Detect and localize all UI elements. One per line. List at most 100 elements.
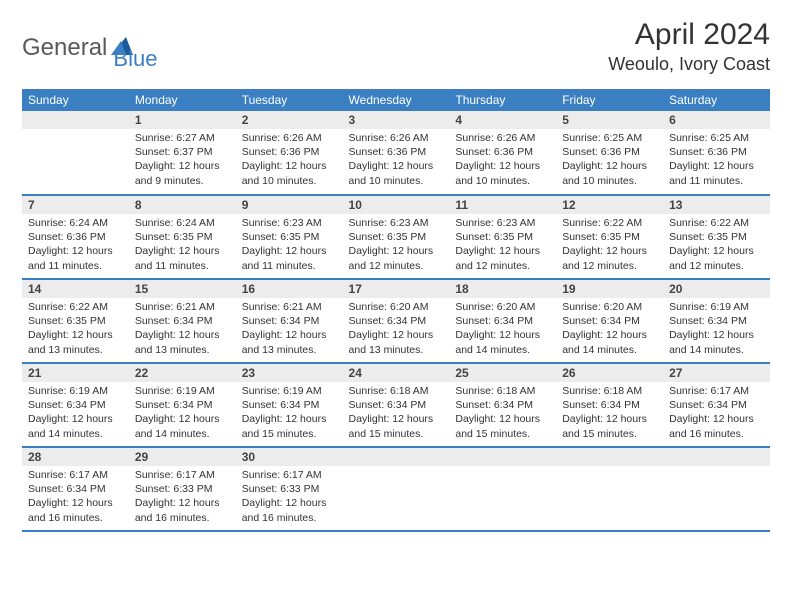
day-details: Sunrise: 6:18 AMSunset: 6:34 PMDaylight:… [449,382,556,445]
calendar-day-cell: 27Sunrise: 6:17 AMSunset: 6:34 PMDayligh… [663,363,770,447]
day-number: 24 [343,364,450,382]
day-details: Sunrise: 6:25 AMSunset: 6:36 PMDaylight:… [556,129,663,192]
day-number: 3 [343,111,450,129]
day-number [556,448,663,466]
day-details: Sunrise: 6:17 AMSunset: 6:33 PMDaylight:… [236,466,343,529]
day-details: Sunrise: 6:22 AMSunset: 6:35 PMDaylight:… [556,214,663,277]
calendar-week-row: 7Sunrise: 6:24 AMSunset: 6:36 PMDaylight… [22,195,770,279]
calendar-day-cell: 3Sunrise: 6:26 AMSunset: 6:36 PMDaylight… [343,111,450,195]
brand-logo: General Blue [22,18,157,72]
calendar-day-cell [556,447,663,531]
calendar-day-cell: 19Sunrise: 6:20 AMSunset: 6:34 PMDayligh… [556,279,663,363]
day-number: 9 [236,196,343,214]
calendar-day-cell: 28Sunrise: 6:17 AMSunset: 6:34 PMDayligh… [22,447,129,531]
calendar-day-cell: 17Sunrise: 6:20 AMSunset: 6:34 PMDayligh… [343,279,450,363]
day-details: Sunrise: 6:21 AMSunset: 6:34 PMDaylight:… [236,298,343,361]
calendar-week-row: 14Sunrise: 6:22 AMSunset: 6:35 PMDayligh… [22,279,770,363]
day-number: 14 [22,280,129,298]
day-details: Sunrise: 6:24 AMSunset: 6:35 PMDaylight:… [129,214,236,277]
day-number: 16 [236,280,343,298]
day-number [449,448,556,466]
calendar-day-cell: 1Sunrise: 6:27 AMSunset: 6:37 PMDaylight… [129,111,236,195]
day-details: Sunrise: 6:23 AMSunset: 6:35 PMDaylight:… [343,214,450,277]
day-details: Sunrise: 6:17 AMSunset: 6:34 PMDaylight:… [663,382,770,445]
calendar-day-cell [343,447,450,531]
day-details: Sunrise: 6:19 AMSunset: 6:34 PMDaylight:… [22,382,129,445]
calendar-day-cell: 12Sunrise: 6:22 AMSunset: 6:35 PMDayligh… [556,195,663,279]
day-number: 22 [129,364,236,382]
calendar-day-cell [22,111,129,195]
calendar-day-cell: 30Sunrise: 6:17 AMSunset: 6:33 PMDayligh… [236,447,343,531]
brand-part2: Blue [113,24,157,72]
day-number: 28 [22,448,129,466]
calendar-day-cell: 26Sunrise: 6:18 AMSunset: 6:34 PMDayligh… [556,363,663,447]
calendar-day-cell: 29Sunrise: 6:17 AMSunset: 6:33 PMDayligh… [129,447,236,531]
day-details: Sunrise: 6:17 AMSunset: 6:34 PMDaylight:… [22,466,129,529]
calendar-day-cell: 18Sunrise: 6:20 AMSunset: 6:34 PMDayligh… [449,279,556,363]
day-number: 8 [129,196,236,214]
day-number: 4 [449,111,556,129]
day-number [22,111,129,129]
day-details: Sunrise: 6:21 AMSunset: 6:34 PMDaylight:… [129,298,236,361]
calendar-day-cell: 9Sunrise: 6:23 AMSunset: 6:35 PMDaylight… [236,195,343,279]
calendar-day-cell: 20Sunrise: 6:19 AMSunset: 6:34 PMDayligh… [663,279,770,363]
day-details: Sunrise: 6:17 AMSunset: 6:33 PMDaylight:… [129,466,236,529]
day-number: 2 [236,111,343,129]
calendar-day-cell: 22Sunrise: 6:19 AMSunset: 6:34 PMDayligh… [129,363,236,447]
day-details: Sunrise: 6:23 AMSunset: 6:35 PMDaylight:… [449,214,556,277]
day-number: 20 [663,280,770,298]
weekday-header: Friday [556,89,663,111]
brand-part1: General [22,34,107,62]
calendar-table: SundayMondayTuesdayWednesdayThursdayFrid… [22,89,770,532]
day-details: Sunrise: 6:27 AMSunset: 6:37 PMDaylight:… [129,129,236,192]
calendar-week-row: 1Sunrise: 6:27 AMSunset: 6:37 PMDaylight… [22,111,770,195]
day-details: Sunrise: 6:22 AMSunset: 6:35 PMDaylight:… [22,298,129,361]
calendar-day-cell: 24Sunrise: 6:18 AMSunset: 6:34 PMDayligh… [343,363,450,447]
header: General Blue April 2024 Weoulo, Ivory Co… [22,18,770,75]
calendar-day-cell: 11Sunrise: 6:23 AMSunset: 6:35 PMDayligh… [449,195,556,279]
day-details: Sunrise: 6:20 AMSunset: 6:34 PMDaylight:… [556,298,663,361]
day-number: 1 [129,111,236,129]
location: Weoulo, Ivory Coast [608,54,770,75]
weekday-header: Sunday [22,89,129,111]
day-number: 13 [663,196,770,214]
day-number: 10 [343,196,450,214]
day-number: 17 [343,280,450,298]
day-number: 12 [556,196,663,214]
day-number [663,448,770,466]
calendar-day-cell: 8Sunrise: 6:24 AMSunset: 6:35 PMDaylight… [129,195,236,279]
day-number: 5 [556,111,663,129]
day-number: 29 [129,448,236,466]
weekday-header: Saturday [663,89,770,111]
calendar-day-cell: 2Sunrise: 6:26 AMSunset: 6:36 PMDaylight… [236,111,343,195]
calendar-day-cell [663,447,770,531]
day-number: 27 [663,364,770,382]
day-details: Sunrise: 6:18 AMSunset: 6:34 PMDaylight:… [556,382,663,445]
month-title: April 2024 [608,18,770,52]
calendar-day-cell [449,447,556,531]
day-number: 19 [556,280,663,298]
day-number: 30 [236,448,343,466]
day-details: Sunrise: 6:25 AMSunset: 6:36 PMDaylight:… [663,129,770,192]
calendar-day-cell: 7Sunrise: 6:24 AMSunset: 6:36 PMDaylight… [22,195,129,279]
day-details: Sunrise: 6:26 AMSunset: 6:36 PMDaylight:… [236,129,343,192]
day-number: 6 [663,111,770,129]
weekday-header: Thursday [449,89,556,111]
calendar-day-cell: 14Sunrise: 6:22 AMSunset: 6:35 PMDayligh… [22,279,129,363]
day-number: 21 [22,364,129,382]
day-details: Sunrise: 6:24 AMSunset: 6:36 PMDaylight:… [22,214,129,277]
day-number: 23 [236,364,343,382]
calendar-week-row: 28Sunrise: 6:17 AMSunset: 6:34 PMDayligh… [22,447,770,531]
calendar-week-row: 21Sunrise: 6:19 AMSunset: 6:34 PMDayligh… [22,363,770,447]
weekday-header: Monday [129,89,236,111]
calendar-day-cell: 4Sunrise: 6:26 AMSunset: 6:36 PMDaylight… [449,111,556,195]
day-number: 7 [22,196,129,214]
day-number: 18 [449,280,556,298]
day-details: Sunrise: 6:26 AMSunset: 6:36 PMDaylight:… [343,129,450,192]
day-details: Sunrise: 6:26 AMSunset: 6:36 PMDaylight:… [449,129,556,192]
calendar-header-row: SundayMondayTuesdayWednesdayThursdayFrid… [22,89,770,111]
day-number: 15 [129,280,236,298]
day-number [343,448,450,466]
day-details: Sunrise: 6:19 AMSunset: 6:34 PMDaylight:… [236,382,343,445]
calendar-day-cell: 5Sunrise: 6:25 AMSunset: 6:36 PMDaylight… [556,111,663,195]
